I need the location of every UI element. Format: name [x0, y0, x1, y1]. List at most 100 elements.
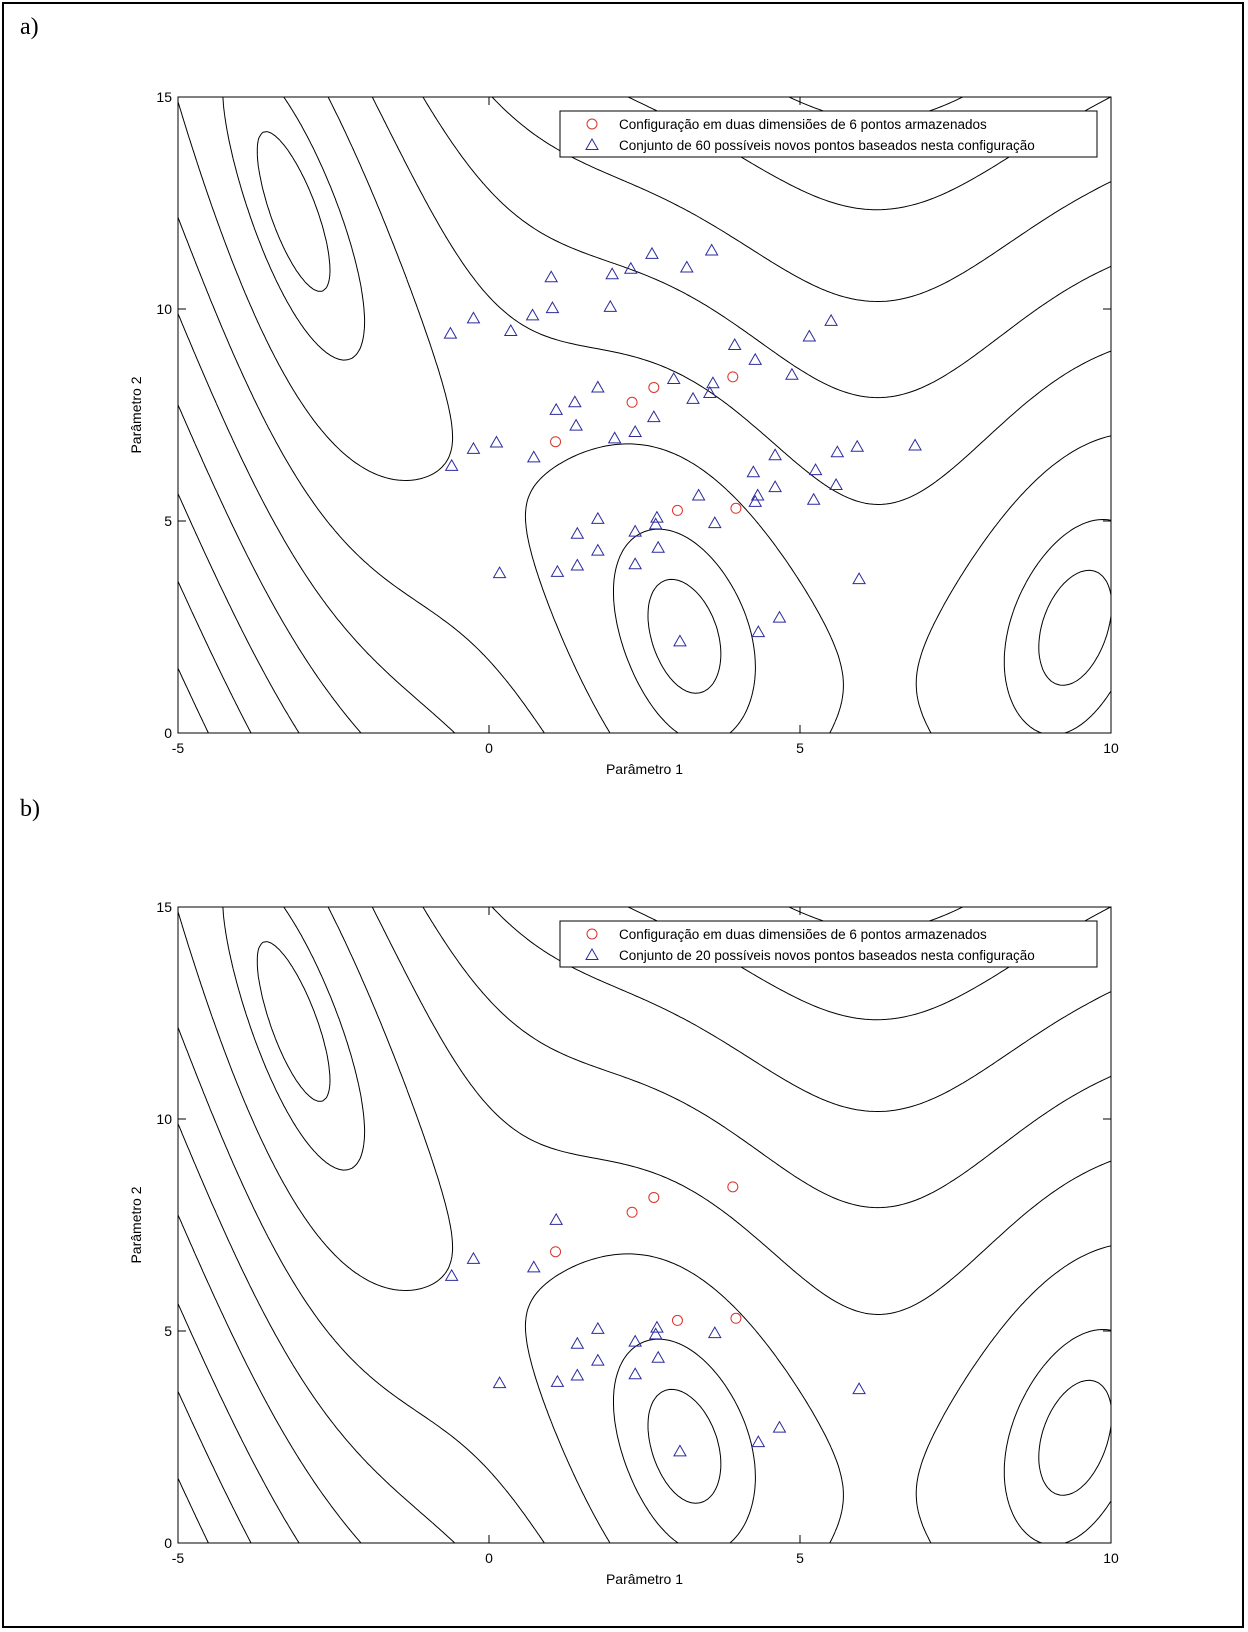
candidate-point-marker	[628, 524, 643, 537]
y-tick-label: 15	[156, 899, 172, 915]
candidate-point-marker	[691, 488, 706, 501]
candidate-point-marker	[824, 313, 838, 326]
candidate-point-marker	[850, 439, 865, 452]
candidate-point-marker	[829, 477, 843, 490]
candidate-point-marker	[492, 566, 507, 579]
candidate-point-marker	[673, 634, 687, 647]
y-axis-label: Parâmetro 2	[128, 1186, 144, 1263]
candidate-point-marker	[526, 1260, 541, 1273]
candidate-point-marker	[628, 424, 643, 437]
x-tick-label: -5	[172, 740, 185, 756]
candidate-point-marker	[526, 450, 541, 463]
candidate-point-marker	[666, 371, 681, 384]
candidate-point-marker	[679, 260, 694, 273]
candidate-point-marker	[748, 352, 763, 365]
candidate-point-marker	[852, 1382, 866, 1395]
candidate-point-marker	[570, 1336, 585, 1349]
candidate-point-marker	[806, 492, 821, 505]
candidate-point-marker	[525, 308, 540, 321]
candidate-point-marker	[704, 243, 719, 256]
x-tick-label: -5	[172, 1550, 185, 1566]
stored-point-marker	[671, 504, 683, 516]
legend: Configuração em duas dimensiões de 6 pon…	[559, 920, 1098, 968]
candidate-point-marker	[503, 324, 518, 337]
legend-triangle-icon	[585, 137, 599, 150]
candidate-point-marker	[785, 367, 799, 380]
candidate-point-marker	[570, 1368, 585, 1381]
legend-entry-label: Conjunto de 20 possíveis novos pontos ba…	[619, 948, 1035, 963]
candidate-point-marker	[651, 1350, 666, 1363]
x-tick-label: 5	[796, 740, 804, 756]
candidate-point-marker	[707, 1326, 722, 1339]
candidate-point-marker	[466, 441, 481, 454]
stored-point-marker	[727, 1181, 739, 1193]
y-tick-label: 0	[164, 1535, 172, 1551]
legend-triangle-icon	[585, 947, 599, 960]
candidate-point-marker	[751, 625, 766, 638]
contour-lines	[178, 907, 1111, 1543]
candidate-point-marker	[772, 1420, 787, 1433]
candidate-point-marker	[706, 376, 720, 389]
candidate-point-marker	[852, 572, 866, 585]
candidate-point-marker	[628, 557, 643, 570]
x-axis-label: Parâmetro 1	[606, 761, 683, 777]
legend-circle-icon	[586, 118, 598, 130]
y-tick-label: 10	[156, 301, 172, 317]
candidate-point-marker	[748, 494, 763, 507]
candidate-point-marker	[603, 299, 618, 312]
candidate-point-marker	[550, 564, 565, 577]
legend-entry-label: Conjunto de 60 possíveis novos pontos ba…	[619, 138, 1035, 153]
candidate-point-marker	[628, 1367, 643, 1380]
candidate-point-marker	[544, 270, 559, 283]
candidate-point-marker	[727, 338, 742, 351]
stored-point-marker	[550, 1246, 562, 1258]
y-tick-label: 10	[156, 1111, 172, 1127]
candidate-point-marker	[650, 1320, 664, 1333]
candidate-point-marker	[567, 395, 582, 408]
panel-label-b: b)	[20, 796, 40, 822]
contour-lines	[178, 97, 1111, 733]
candidate-point-marker	[802, 329, 817, 342]
candidate-point-marker	[702, 385, 717, 398]
stored-point-marker	[626, 1206, 638, 1218]
candidate-point-marker	[651, 540, 666, 553]
candidate-point-marker	[443, 326, 458, 339]
plot-area	[177, 96, 1112, 734]
candidate-point-marker	[751, 1435, 766, 1448]
candidate-point-marker	[570, 526, 585, 539]
legend-entry-label: Configuração em duas dimensiões de 6 pon…	[619, 117, 987, 132]
y-tick-label: 5	[164, 513, 172, 529]
series-candidate-points	[444, 1212, 866, 1457]
y-tick-label: 5	[164, 1323, 172, 1339]
candidate-point-marker	[545, 301, 560, 314]
candidate-point-marker	[686, 391, 700, 404]
candidate-point-marker	[605, 267, 620, 280]
candidate-point-marker	[768, 448, 782, 461]
y-tick-label: 0	[164, 725, 172, 741]
series-stored-points	[550, 371, 742, 516]
x-tick-label: 5	[796, 1550, 804, 1566]
legend: Configuração em duas dimensiões de 6 pon…	[559, 110, 1098, 158]
candidate-point-marker	[648, 1327, 663, 1340]
candidate-point-marker	[590, 380, 605, 393]
y-tick-label: 15	[156, 89, 172, 105]
stored-point-marker	[626, 396, 638, 408]
legend-entry-label: Configuração em duas dimensiões de 6 pon…	[619, 927, 987, 942]
candidate-point-marker	[569, 418, 583, 431]
candidate-point-marker	[707, 516, 722, 529]
candidate-point-marker	[590, 543, 605, 556]
y-axis-label: Parâmetro 2	[128, 376, 144, 453]
candidate-point-marker	[590, 1321, 605, 1334]
candidate-point-marker	[444, 1268, 459, 1281]
candidate-point-marker	[549, 402, 564, 415]
series-stored-points	[550, 1181, 742, 1326]
x-tick-label: 10	[1103, 740, 1119, 756]
candidate-point-marker	[628, 1334, 643, 1347]
candidate-point-marker	[570, 558, 585, 571]
legend-box	[559, 920, 1098, 968]
x-tick-label: 0	[485, 740, 493, 756]
candidate-point-marker	[746, 465, 761, 478]
